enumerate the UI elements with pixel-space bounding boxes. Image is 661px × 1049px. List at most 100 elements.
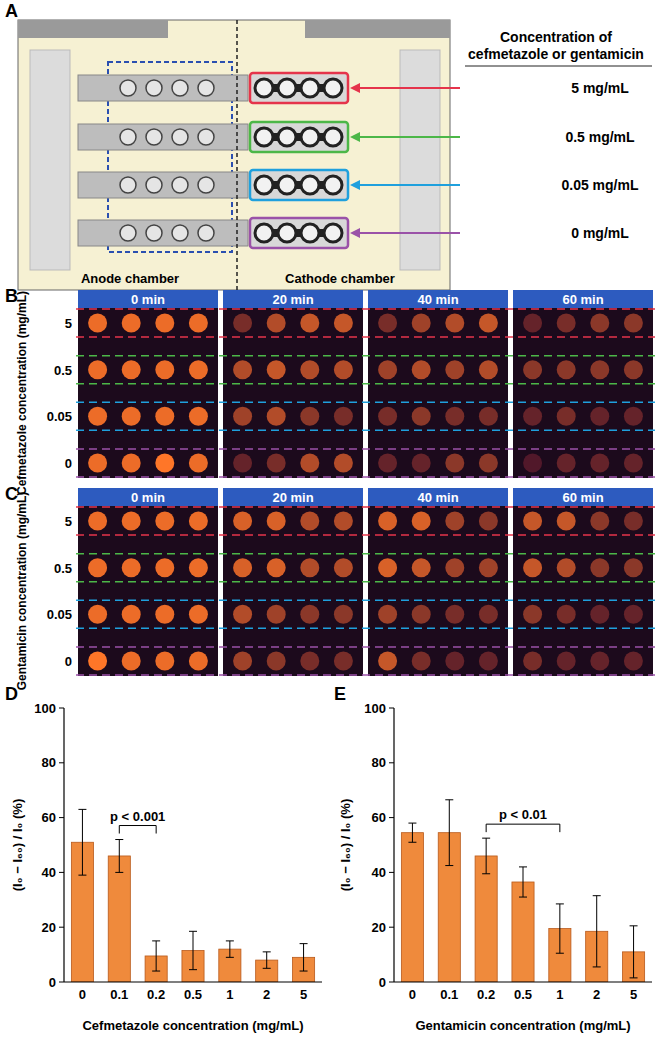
electrode (172, 177, 188, 193)
tick-label: 0 (79, 987, 86, 1002)
figure: A5 mg/mL0.5 mg/mL0.05 mg/mL0 mg/mLAnode … (0, 0, 661, 1049)
electrode-glow (624, 558, 643, 577)
tick-label: 80 (42, 755, 56, 770)
arrow-line (356, 87, 460, 89)
error-cap (556, 903, 564, 904)
error-cap (152, 971, 160, 972)
time-header (513, 290, 653, 308)
electrode-glow (479, 512, 498, 531)
error-stem (486, 838, 487, 874)
time-label: 60 min (562, 292, 603, 307)
electrode-glow (122, 652, 141, 671)
electrode-glow (523, 512, 542, 531)
tick (59, 982, 64, 983)
electrode-glow (122, 454, 141, 473)
row-guide (76, 534, 655, 536)
electrode-glow (334, 454, 353, 473)
row-tick-label: 0.5 (54, 363, 72, 378)
electrode-glow (300, 407, 319, 426)
electrode (198, 225, 214, 241)
electrode-glow (267, 454, 286, 473)
tick-label: 0.5 (184, 987, 202, 1002)
error-cap (408, 842, 416, 843)
tick-label: 100 (34, 701, 56, 716)
electrode-row (78, 172, 248, 198)
error-cap (593, 895, 601, 896)
electrode-glow (155, 512, 174, 531)
tick (389, 762, 394, 763)
electrode-glow (557, 652, 576, 671)
electrode (278, 128, 296, 146)
error-cap (445, 799, 453, 800)
error-cap (482, 838, 490, 839)
tick (59, 708, 64, 709)
electrode (172, 80, 188, 96)
electrode-glow (479, 652, 498, 671)
electrode-glow (233, 652, 252, 671)
time-label: 60 min (562, 490, 603, 505)
time-label: 0 min (131, 490, 165, 505)
electrode-glow (300, 558, 319, 577)
row-guide (76, 355, 655, 357)
electrode-glow (300, 652, 319, 671)
arrow-head (350, 228, 360, 238)
electrode-glow (557, 454, 576, 473)
photo (223, 506, 363, 676)
electrode-glow (189, 407, 208, 426)
electrode-glow (523, 558, 542, 577)
electrode-glow (479, 360, 498, 379)
time-header (368, 290, 508, 308)
x-axis (394, 981, 652, 982)
electrode-glow (557, 314, 576, 333)
tick-label: 40 (372, 865, 386, 880)
electrode (324, 79, 342, 97)
electrode-glow (624, 314, 643, 333)
header: Concentration of (500, 29, 612, 45)
error-stem (119, 840, 120, 873)
electrode-glow (412, 454, 431, 473)
bar (512, 882, 534, 982)
electrode-glow (88, 360, 107, 379)
photo (78, 506, 218, 676)
tick (59, 817, 64, 818)
electrode (172, 225, 188, 241)
electrode-glow (557, 512, 576, 531)
electrode (301, 224, 319, 242)
arrow-line (356, 184, 460, 186)
row-tick-label: 0 (65, 456, 72, 471)
electrode-glow (334, 558, 353, 577)
electrode-glow (445, 512, 464, 531)
electrode-glow (523, 360, 542, 379)
electrode-glow (155, 407, 174, 426)
error-bar (593, 896, 601, 967)
time-header (223, 488, 363, 506)
electrode (198, 80, 214, 96)
bar (401, 833, 423, 982)
time-header (368, 488, 508, 506)
panel-a: A5 mg/mL0.5 mg/mL0.05 mg/mL0 mg/mLAnode … (5, 1, 652, 290)
electrode-glow (479, 605, 498, 624)
electrode-glow (412, 605, 431, 624)
marks (401, 800, 644, 982)
tick-label: 0.2 (477, 987, 495, 1002)
electrode-glow (590, 407, 609, 426)
electrode-glow (334, 652, 353, 671)
electrode-glow (590, 360, 609, 379)
error-bar (78, 809, 86, 875)
electrode-glow (334, 605, 353, 624)
electrode-glow (189, 512, 208, 531)
electrode-glow (412, 407, 431, 426)
row-tick-label: 0.5 (54, 561, 72, 576)
axis-title: (I₀ − I₆₀) / I₀ (%) (338, 799, 353, 891)
electrode-glow (334, 314, 353, 333)
photo (368, 506, 508, 676)
electrode-glow (445, 454, 464, 473)
row-guide (76, 336, 655, 338)
cathode-row (250, 218, 348, 248)
arrow-line (356, 136, 460, 138)
electrode-glow (590, 605, 609, 624)
electrode (255, 176, 273, 194)
electrode (198, 177, 214, 193)
electrode-glow (122, 360, 141, 379)
y-axis (63, 708, 64, 982)
